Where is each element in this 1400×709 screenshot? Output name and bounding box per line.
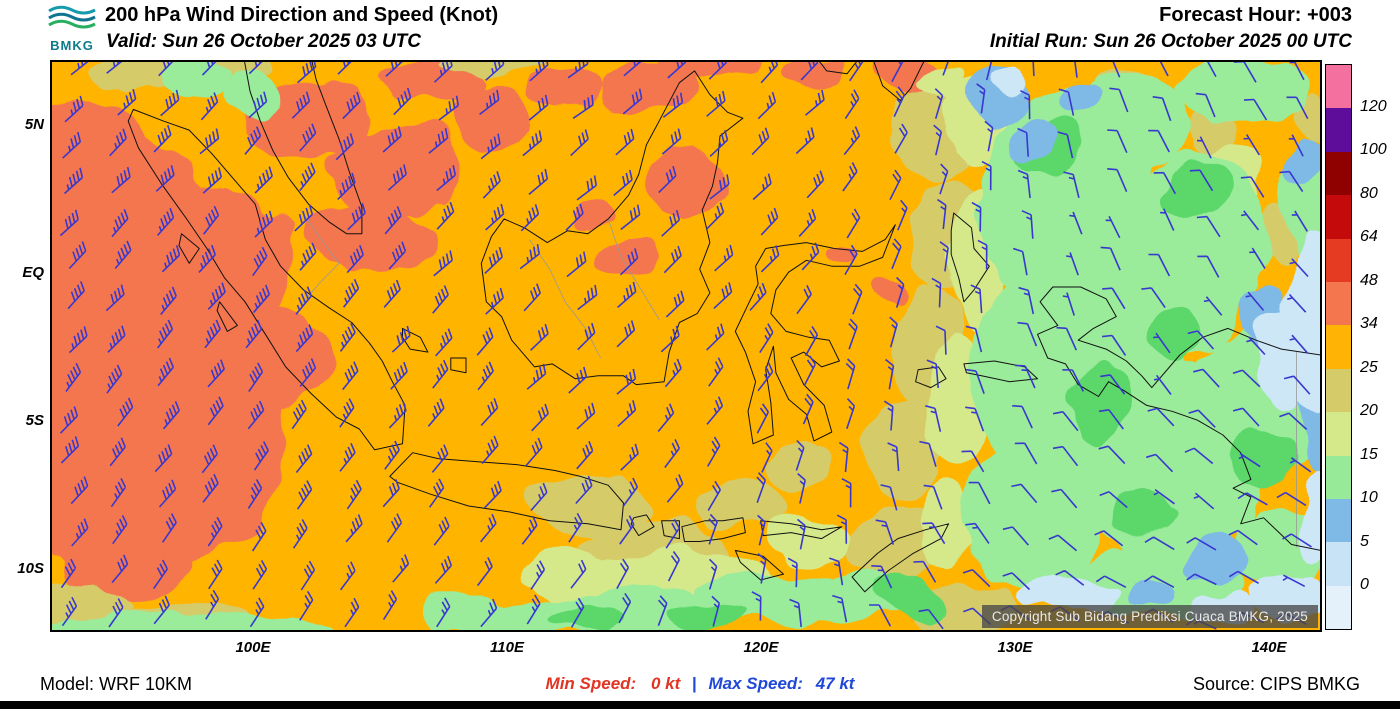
legend-segment	[1326, 412, 1351, 456]
legend-label: 80	[1360, 184, 1378, 202]
page-title: 200 hPa Wind Direction and Speed (Knot)	[105, 4, 499, 26]
legend-segment	[1326, 368, 1351, 413]
max-speed-value: 47 kt	[815, 674, 855, 693]
speed-separator: |	[691, 674, 697, 693]
legend-segment	[1326, 108, 1351, 152]
legend-segment	[1326, 455, 1351, 499]
lon-tick-label: 100E	[235, 639, 271, 656]
map-frame: Copyright Sub Bidang Prediksi Cuaca BMKG…	[50, 60, 1322, 632]
bmkg-logo-icon	[48, 5, 96, 29]
bottom-bar	[0, 701, 1400, 709]
legend-label: 34	[1360, 315, 1378, 333]
legend-segment	[1326, 542, 1351, 586]
lat-tick-label: 5N	[24, 116, 44, 133]
bmkg-logo-text: BMKG	[50, 38, 94, 53]
min-speed-value: 0 kt	[650, 674, 681, 693]
legend-label: 0	[1360, 576, 1369, 594]
valid-time: Valid: Sun 26 October 2025 03 UTC	[106, 31, 422, 52]
legend-segment	[1326, 498, 1351, 543]
forecast-hour: Forecast Hour: +003	[1159, 4, 1352, 26]
lon-tick-label: 110E	[490, 639, 524, 656]
min-speed-label: Min Speed:	[545, 674, 637, 693]
lon-tick-label: 130E	[997, 639, 1033, 656]
legend-label: 120	[1360, 97, 1387, 115]
lon-tick-label: 120E	[743, 639, 779, 656]
max-speed-label: Max Speed:	[708, 674, 803, 693]
legend-segment	[1326, 281, 1351, 326]
legend-segment	[1326, 65, 1351, 109]
model-label: Model: WRF 10KM	[40, 674, 193, 694]
legend-segment	[1326, 195, 1351, 239]
wind-barbs	[59, 62, 1312, 630]
lat-tick-label: EQ	[22, 264, 44, 281]
legend-segment	[1326, 325, 1351, 369]
legend-label: 5	[1360, 532, 1369, 550]
lat-tick-label: 10S	[17, 560, 44, 577]
legend-segment	[1326, 238, 1351, 282]
admin-borders	[300, 209, 1297, 548]
legend-bar	[1325, 64, 1352, 630]
legend-label: 100	[1360, 141, 1387, 159]
speed-summary: Min Speed: 0 kt | Max Speed: 47 kt	[546, 674, 855, 694]
map-canvas	[52, 62, 1320, 630]
legend-label: 25	[1360, 358, 1378, 376]
bmkg-logo: BMKG	[42, 3, 102, 53]
legend-label: 64	[1360, 228, 1378, 246]
legend-label: 10	[1360, 489, 1378, 507]
legend-segment	[1326, 585, 1351, 630]
lat-tick-label: 5S	[25, 412, 44, 429]
source-label: Source: CIPS BMKG	[1192, 674, 1360, 694]
legend-segment	[1326, 151, 1351, 196]
lon-tick-label: 140E	[1251, 639, 1287, 656]
initial-run: Initial Run: Sun 26 October 2025 00 UTC	[989, 31, 1352, 52]
copyright-badge: Copyright Sub Bidang Prediksi Cuaca BMKG…	[981, 605, 1318, 628]
legend-label: 20	[1360, 402, 1378, 420]
legend-label: 48	[1360, 271, 1378, 289]
legend-label: 15	[1360, 445, 1378, 463]
